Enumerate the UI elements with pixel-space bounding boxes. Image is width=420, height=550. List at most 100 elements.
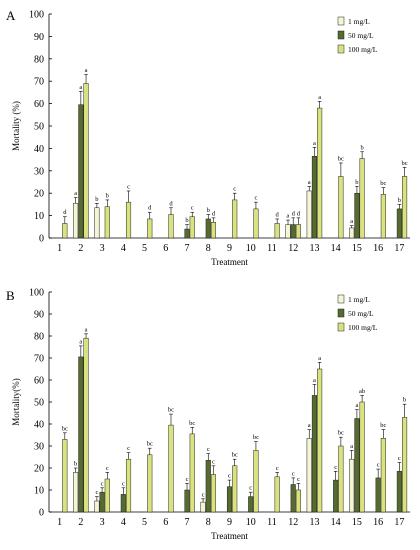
significance-letter: bc <box>147 441 153 448</box>
significance-letter: b <box>95 196 98 203</box>
bar <box>253 208 259 239</box>
bar <box>83 337 89 513</box>
x-tick-label: 13 <box>309 243 319 254</box>
bar <box>274 476 280 513</box>
bar <box>338 176 344 239</box>
bar <box>99 491 105 513</box>
bar <box>94 207 100 239</box>
x-tick-label: 10 <box>246 517 256 528</box>
significance-letter: c <box>212 458 215 465</box>
significance-letter: bc <box>338 155 344 162</box>
x-tick-label: 12 <box>288 243 298 254</box>
y-tick-label: 100 <box>29 10 44 21</box>
y-tick-label: 20 <box>34 464 44 475</box>
x-tick-label: 3 <box>100 243 105 254</box>
bar <box>396 471 402 513</box>
x-tick-label: 5 <box>142 517 147 528</box>
significance-letter: d <box>292 210 296 217</box>
bar <box>375 477 381 513</box>
significance-letter: c <box>297 476 300 483</box>
significance-letter: c <box>398 455 401 462</box>
y-tick-label: 60 <box>34 376 44 387</box>
x-tick-label: 9 <box>227 517 232 528</box>
significance-letter: c <box>276 465 279 472</box>
x-tick-label: 11 <box>267 243 277 254</box>
significance-letter: bc <box>338 430 344 437</box>
significance-letter: a <box>85 326 88 333</box>
significance-letter: ab <box>359 388 365 395</box>
significance-letter: a <box>308 179 311 186</box>
bar <box>205 218 211 239</box>
significance-letter: c <box>202 491 205 498</box>
y-tick-label: 30 <box>34 166 44 177</box>
x-tick-label: 17 <box>394 517 404 528</box>
x-tick-label: 16 <box>373 243 383 254</box>
significance-letter: b <box>106 192 109 199</box>
bar <box>168 214 174 239</box>
bar <box>232 465 238 513</box>
legend-swatch <box>337 30 345 40</box>
significance-letter: a <box>74 190 77 197</box>
significance-letter: c <box>191 205 194 212</box>
bar <box>333 479 339 513</box>
y-tick-label: 70 <box>34 354 44 365</box>
significance-letter: a <box>313 140 316 147</box>
bar <box>354 192 360 239</box>
bar <box>396 208 402 239</box>
x-tick-label: 6 <box>163 517 168 528</box>
y-tick-label: 40 <box>34 144 44 155</box>
x-tick-label: 9 <box>227 243 232 254</box>
bar <box>200 501 206 513</box>
significance-letter: c <box>127 183 130 190</box>
y-tick-label: 30 <box>34 442 44 453</box>
significance-letter: bc <box>62 425 68 432</box>
significance-letter: d <box>297 210 301 217</box>
chart-panel-b: B0102030405060708090100Mortality(%)1bc2b… <box>6 288 410 541</box>
significance-letter: d <box>63 209 67 216</box>
significance-letter: b <box>398 197 401 204</box>
bar <box>311 155 317 239</box>
x-tick-label: 7 <box>185 517 190 528</box>
significance-letter: bc <box>253 434 259 441</box>
bar <box>349 227 355 239</box>
x-tick-label: 1 <box>57 517 62 528</box>
y-tick-label: 50 <box>34 122 44 133</box>
significance-letter: bc <box>189 420 195 427</box>
x-tick-label: 3 <box>100 517 105 528</box>
bar <box>78 356 84 513</box>
bar <box>189 216 195 239</box>
bar <box>147 218 153 239</box>
y-tick-label: 70 <box>34 77 44 88</box>
x-tick-label: 10 <box>246 243 256 254</box>
bar <box>210 474 217 513</box>
x-tick-label: 14 <box>331 243 341 254</box>
bar <box>232 199 238 239</box>
significance-letter: d <box>148 205 152 212</box>
significance-letter: c <box>249 485 252 492</box>
bar <box>338 445 344 513</box>
legend-swatch <box>337 44 345 54</box>
significance-letter: a <box>350 443 353 450</box>
legend-swatch <box>337 294 345 304</box>
significance-letter: a <box>308 422 311 429</box>
y-tick-label: 100 <box>29 288 44 299</box>
bar <box>274 223 280 239</box>
y-tick-label: 0 <box>39 508 44 519</box>
y-tick-label: 40 <box>34 420 44 431</box>
x-tick-label: 2 <box>78 243 83 254</box>
significance-letter: c <box>95 489 98 496</box>
bar <box>380 194 386 239</box>
x-axis-title: Treatment <box>211 257 248 267</box>
significance-letter: a <box>313 377 316 384</box>
bar <box>184 228 190 239</box>
significance-letter: a <box>318 355 321 362</box>
x-tick-label: 1 <box>57 243 62 254</box>
significance-letter: bc <box>402 160 408 167</box>
x-tick-label: 4 <box>121 243 126 254</box>
bar <box>295 489 301 513</box>
legend-label: 100 mg/L <box>348 323 378 332</box>
legend-label: 1 mg/L <box>348 295 370 304</box>
x-axis-title: Treatment <box>211 531 248 541</box>
significance-letter: d <box>212 210 216 217</box>
x-tick-label: 14 <box>331 517 341 528</box>
